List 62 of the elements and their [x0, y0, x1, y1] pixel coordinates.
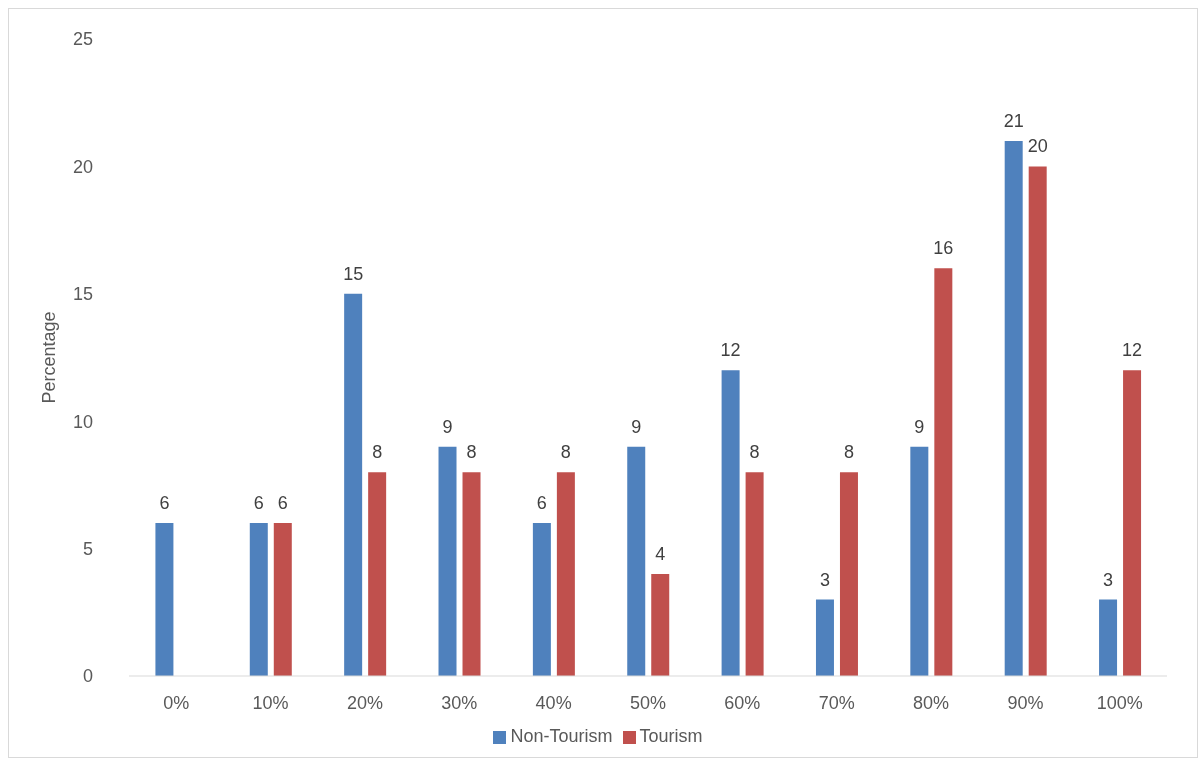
data-label: 8: [372, 442, 383, 463]
bar: [155, 523, 174, 676]
data-label: 8: [466, 442, 477, 463]
data-label: 8: [560, 442, 571, 463]
data-label: 3: [1103, 569, 1114, 590]
x-tick-label: 10%: [252, 692, 289, 713]
bar: [438, 446, 457, 676]
bar: [368, 472, 387, 676]
bar: [249, 523, 268, 676]
data-label: 15: [343, 263, 364, 284]
bar: [462, 472, 481, 676]
bar: [910, 446, 929, 676]
legend-label: Non-Tourism: [510, 726, 613, 746]
bar: [839, 472, 858, 676]
x-tick-label: 30%: [441, 692, 478, 713]
data-label: 21: [1003, 110, 1024, 131]
bar: [1004, 140, 1023, 676]
x-tick-label: 80%: [913, 692, 950, 713]
y-tick-label: 0: [82, 666, 93, 687]
bar: [721, 370, 740, 676]
bar: [627, 446, 646, 676]
data-label: 6: [277, 493, 288, 514]
data-label: 6: [159, 493, 170, 514]
bar: [651, 574, 670, 676]
x-tick-label: 20%: [346, 692, 383, 713]
x-tick-label: 100%: [1096, 692, 1143, 713]
bar: [273, 523, 292, 676]
y-tick-label: 5: [82, 538, 93, 559]
bar: [745, 472, 764, 676]
x-tick-label: 60%: [724, 692, 761, 713]
bar: [815, 599, 834, 676]
bar: [556, 472, 575, 676]
y-axis-title: Percentage: [39, 311, 60, 404]
x-tick-label: 50%: [629, 692, 667, 713]
legend-label: Tourism: [639, 726, 703, 746]
data-label: 12: [720, 340, 741, 361]
x-tick-label: 70%: [818, 692, 855, 713]
bar: [344, 293, 363, 676]
bar: [1123, 370, 1142, 676]
y-tick-label: 25: [72, 29, 93, 50]
x-tick-label: 0%: [163, 692, 190, 713]
data-label: 9: [631, 416, 642, 437]
bar: [934, 268, 953, 676]
data-label: 20: [1027, 136, 1048, 157]
data-label: 3: [819, 569, 830, 590]
data-label: 8: [843, 442, 854, 463]
data-label: 12: [1122, 340, 1143, 361]
x-tick-label: 40%: [535, 692, 572, 713]
data-label: 8: [749, 442, 760, 463]
x-tick-label: 90%: [1007, 692, 1044, 713]
y-tick-label: 20: [72, 156, 93, 177]
data-label: 4: [655, 544, 666, 565]
bar: [1028, 166, 1047, 676]
bar: [1099, 599, 1118, 676]
data-label: 16: [933, 238, 954, 259]
bar: [532, 523, 551, 676]
y-tick-label: 10: [72, 411, 93, 432]
data-label: 9: [442, 416, 453, 437]
data-label: 6: [536, 493, 547, 514]
data-label: 6: [253, 493, 264, 514]
data-label: 9: [914, 416, 925, 437]
y-tick-label: 15: [72, 284, 93, 305]
